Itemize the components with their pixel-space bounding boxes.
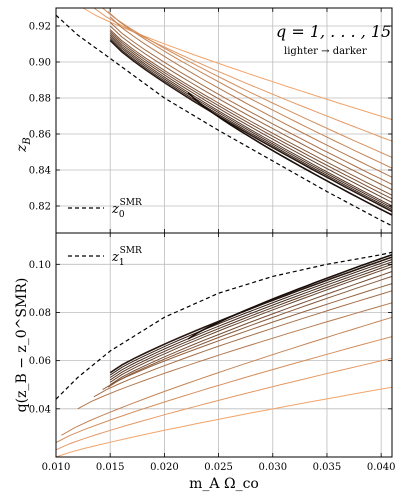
annotation-shading: lighter → darker (284, 46, 367, 57)
top-series-q5 (109, 16, 393, 178)
x-tick-label-3: 0.025 (204, 462, 233, 473)
top-series-q7 (109, 25, 393, 191)
legend-top-label: z0SMR (111, 198, 142, 220)
x-tick-label-0: 0.010 (42, 462, 71, 473)
bottom-series-q11 (109, 263, 393, 381)
x-tick-label-5: 0.035 (313, 462, 342, 473)
bottom-reference-curve (55, 251, 393, 400)
top-y-tick-label-5: 0.92 (29, 22, 51, 33)
bottom-y-tick-label-0: 0.04 (29, 404, 51, 415)
top-series-q11 (109, 34, 393, 207)
top-y-tick-label-4: 0.90 (29, 58, 51, 69)
bottom-series-q15 (187, 253, 393, 340)
top-y-tick-label-0: 0.82 (29, 202, 51, 213)
top-series-q3 (102, 7, 393, 158)
top-series-q10 (109, 32, 393, 203)
top-series-q12 (109, 36, 393, 209)
bottom-series-q3 (55, 336, 393, 443)
top-series-q9 (109, 31, 393, 200)
top-y-tick-label-1: 0.84 (29, 166, 51, 177)
annotation-q-range: q = 1, . . . , 15 (276, 22, 391, 41)
x-tick-label-4: 0.030 (258, 462, 287, 473)
bottom-y-tick-label-2: 0.08 (29, 308, 51, 319)
bottom-series-q5 (77, 302, 393, 410)
top-series-q6 (109, 22, 393, 185)
bottom-ticks: 0.010 0.015 0.020 0.025 0.030 0.035 0.040 0.04 0… (29, 233, 396, 473)
bottom-series-q6 (93, 290, 393, 398)
top-reference-curve (55, 14, 393, 227)
x-tick-label-2: 0.020 (150, 462, 179, 473)
x-axis-label: m_A Ω_co (189, 476, 259, 492)
bottom-series-q2 (55, 357, 393, 451)
bottom-y-tick-label-3: 0.10 (29, 260, 51, 271)
bottom-series-q12 (109, 261, 393, 378)
bottom-series-q8 (107, 275, 393, 388)
top-series-q2 (93, 7, 393, 142)
bottom-series (55, 253, 393, 458)
x-tick-label-1: 0.015 (96, 462, 125, 473)
bottom-series-q10 (109, 266, 393, 383)
top-series-q15 (187, 92, 393, 216)
bottom-y-tick-label-1: 0.06 (29, 356, 51, 367)
top-series (82, 7, 393, 216)
x-tick-label-6: 0.040 (367, 462, 396, 473)
bottom-y-axis-label: q(z_B − z_0^SMR) (14, 278, 30, 413)
bottom-series-q7 (102, 283, 393, 391)
bottom-series-q9 (109, 271, 393, 386)
top-series-q8 (109, 29, 393, 196)
bottom-series-q1 (55, 386, 393, 458)
top-panel: 0.82 0.84 0.86 0.88 0.90 0.92 q = 1, . . . , … (14, 7, 393, 234)
top-series-q13 (109, 38, 393, 211)
top-y-tick-label-2: 0.86 (29, 130, 51, 141)
top-y-axis-label: zB (14, 137, 33, 153)
top-series-q4 (107, 11, 393, 169)
top-series-q14 (109, 39, 393, 213)
legend-bottom-label: z1SMR (111, 246, 142, 268)
bottom-series-q4 (61, 316, 393, 436)
top-ticks: 0.82 0.84 0.86 0.88 0.90 0.92 (29, 8, 392, 233)
bottom-series-q13 (109, 259, 393, 376)
bottom-panel: 0.010 0.015 0.020 0.025 0.030 0.035 0.040 0.04 0… (14, 232, 396, 492)
top-y-tick-label-3: 0.88 (29, 94, 51, 105)
